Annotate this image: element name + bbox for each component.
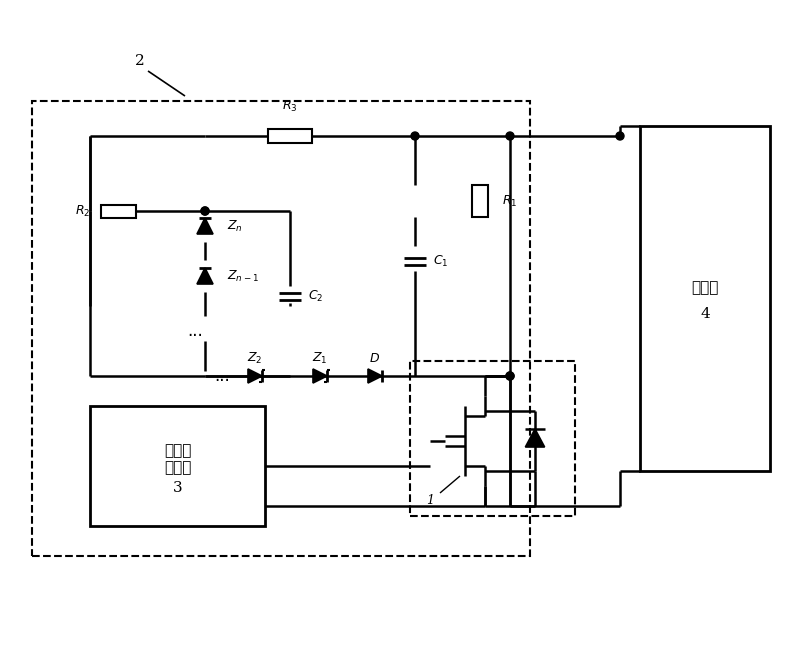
Text: $Z_{n-1}$: $Z_{n-1}$ — [227, 268, 259, 283]
Text: ...: ... — [187, 322, 203, 340]
Circle shape — [616, 132, 624, 140]
Bar — [32, 101, 530, 556]
Text: 动电路: 动电路 — [164, 461, 191, 475]
Bar — [101, 205, 135, 218]
Text: $R_2$: $R_2$ — [74, 203, 90, 218]
Text: $R_3$: $R_3$ — [282, 99, 298, 114]
Text: 主电路: 主电路 — [691, 281, 718, 295]
Text: $Z_2$: $Z_2$ — [247, 350, 262, 365]
Bar — [410, 361, 575, 516]
Text: $R_1$: $R_1$ — [502, 194, 518, 209]
Text: $Z_1$: $Z_1$ — [312, 350, 328, 365]
Bar — [640, 126, 770, 471]
Text: $C_1$: $C_1$ — [433, 253, 449, 268]
Text: 1: 1 — [426, 495, 434, 508]
Polygon shape — [313, 369, 327, 383]
Bar — [90, 406, 265, 526]
Polygon shape — [526, 429, 545, 447]
Text: $Z_n$: $Z_n$ — [227, 218, 242, 234]
Polygon shape — [197, 218, 213, 234]
Circle shape — [506, 372, 514, 380]
Bar — [472, 185, 488, 217]
Text: 2: 2 — [135, 54, 145, 68]
Text: 门极驱: 门极驱 — [164, 444, 191, 458]
Circle shape — [201, 207, 209, 215]
Text: 3: 3 — [173, 481, 182, 495]
Circle shape — [201, 207, 209, 215]
Polygon shape — [197, 268, 213, 284]
Bar — [268, 129, 312, 143]
Circle shape — [506, 372, 514, 380]
Circle shape — [411, 132, 419, 140]
Text: $D$: $D$ — [370, 352, 381, 365]
Polygon shape — [248, 369, 262, 383]
Text: 4: 4 — [700, 306, 710, 321]
Polygon shape — [368, 369, 382, 383]
Text: ...: ... — [214, 367, 230, 385]
Text: $C_2$: $C_2$ — [308, 289, 323, 304]
Circle shape — [506, 132, 514, 140]
